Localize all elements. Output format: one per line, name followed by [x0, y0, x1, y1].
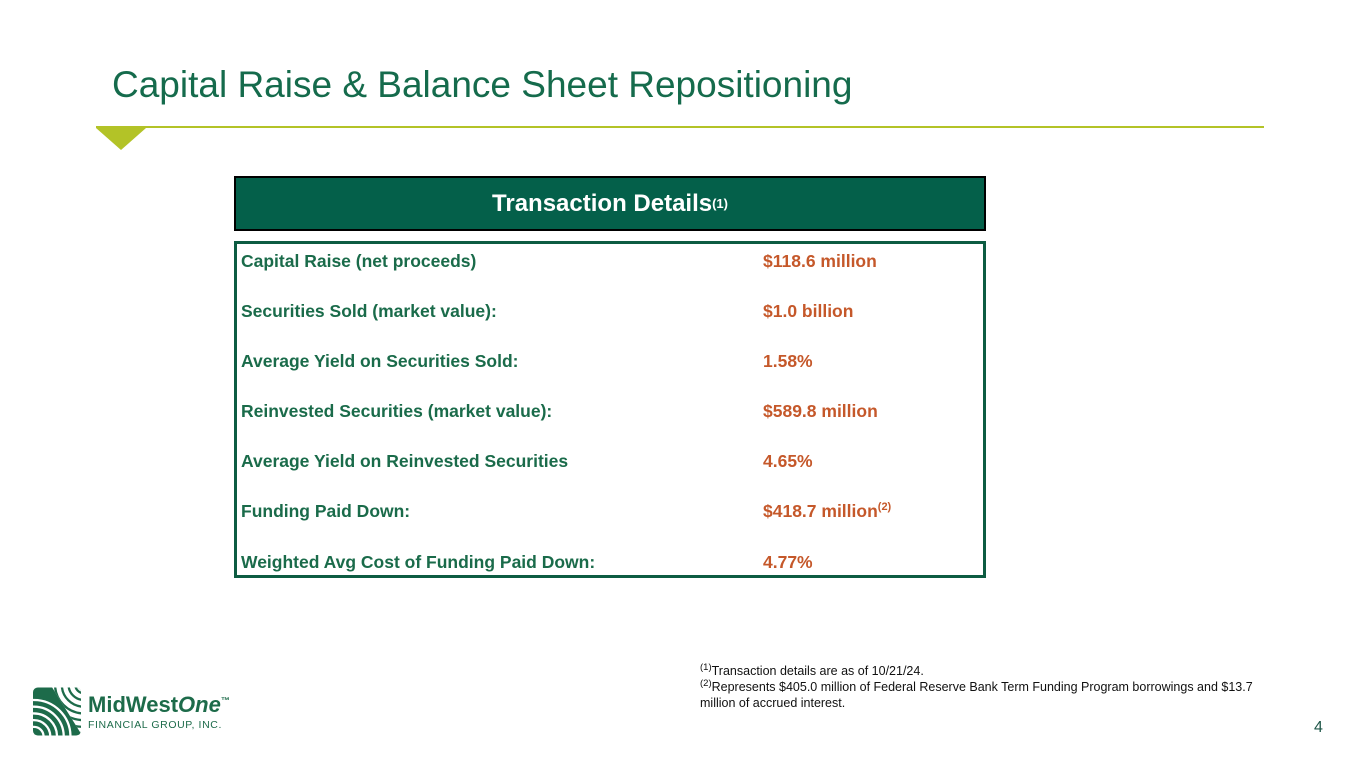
footnote-marker: (1)	[700, 661, 712, 673]
row-label: Average Yield on Reinvested Securities	[241, 451, 569, 472]
row-value: $589.8 million	[763, 402, 878, 420]
row-value: $118.6 million	[763, 252, 877, 270]
row-value-text: $418.7 million	[763, 501, 878, 522]
row-value-text: $118.6 million	[763, 251, 877, 271]
footnote-text: Represents $405.0 million of Federal Res…	[700, 680, 1253, 710]
logo-text: MidWestOne™ FINANCIAL GROUP, INC.	[88, 694, 230, 732]
footnote: (1)Transaction details are as of 10/21/2…	[700, 663, 1278, 679]
table-row: Average Yield on Reinvested Securities 4…	[237, 451, 983, 472]
page-title: Capital Raise & Balance Sheet Reposition…	[112, 64, 853, 105]
row-label: Securities Sold (market value):	[241, 301, 497, 322]
logo-brand-italic: One	[178, 692, 221, 717]
row-value-footnote-ref: (2)	[877, 501, 892, 514]
row-value: 4.77%	[763, 551, 813, 572]
logo-brand-bold: MidWest	[88, 692, 179, 717]
triangle-down-icon	[96, 128, 146, 150]
footnotes: (1)Transaction details are as of 10/21/2…	[700, 663, 1278, 711]
row-label: Average Yield on Securities Sold:	[241, 351, 519, 372]
midwestone-field-logo-icon	[33, 687, 81, 736]
row-value-text: 4.65%	[763, 451, 813, 472]
page-number: 4	[1314, 719, 1323, 736]
row-label: Reinvested Securities (market value):	[241, 401, 553, 422]
company-logo: MidWestOne™ FINANCIAL GROUP, INC.	[33, 687, 230, 736]
table-row: Securities Sold (market value): $1.0 bil…	[237, 301, 983, 322]
footnote-text: Transaction details are as of 10/21/24.	[711, 664, 924, 678]
trademark-symbol: ™	[220, 695, 230, 706]
table-row: Reinvested Securities (market value): $5…	[237, 401, 983, 422]
table-row: Average Yield on Securities Sold: 1.58%	[237, 351, 983, 372]
table-header: Transaction Details (1)	[234, 176, 986, 231]
footnote-marker: (2)	[700, 677, 712, 689]
row-value: 4.65%	[763, 452, 813, 470]
row-label: Funding Paid Down:	[241, 501, 411, 522]
row-value: $1.0 billion	[763, 302, 853, 320]
table-header-title: Transaction Details	[492, 189, 713, 217]
row-label: Weighted Avg Cost of Funding Paid Down:	[241, 551, 596, 572]
logo-brand-name: MidWestOne™	[88, 694, 230, 716]
row-value: $418.7 million(2)	[763, 501, 892, 522]
footnote: (2)Represents $405.0 million of Federal …	[700, 679, 1278, 711]
divider-line	[96, 126, 1264, 128]
row-value-text: $1.0 billion	[763, 301, 854, 322]
row-value-text: 4.77%	[763, 551, 813, 572]
table-row: Funding Paid Down: $418.7 million(2)	[237, 501, 983, 522]
transaction-details-table: Capital Raise (net proceeds) $118.6 mill…	[234, 241, 986, 578]
row-value-text: 1.58%	[763, 351, 813, 372]
table-row: Capital Raise (net proceeds) $118.6 mill…	[237, 251, 983, 271]
row-label: Capital Raise (net proceeds)	[241, 251, 477, 271]
table-row: Weighted Avg Cost of Funding Paid Down: …	[237, 551, 983, 572]
logo-subtitle: FINANCIAL GROUP, INC.	[88, 719, 222, 731]
row-value: 1.58%	[763, 352, 813, 370]
row-value-text: $589.8 million	[763, 401, 878, 422]
